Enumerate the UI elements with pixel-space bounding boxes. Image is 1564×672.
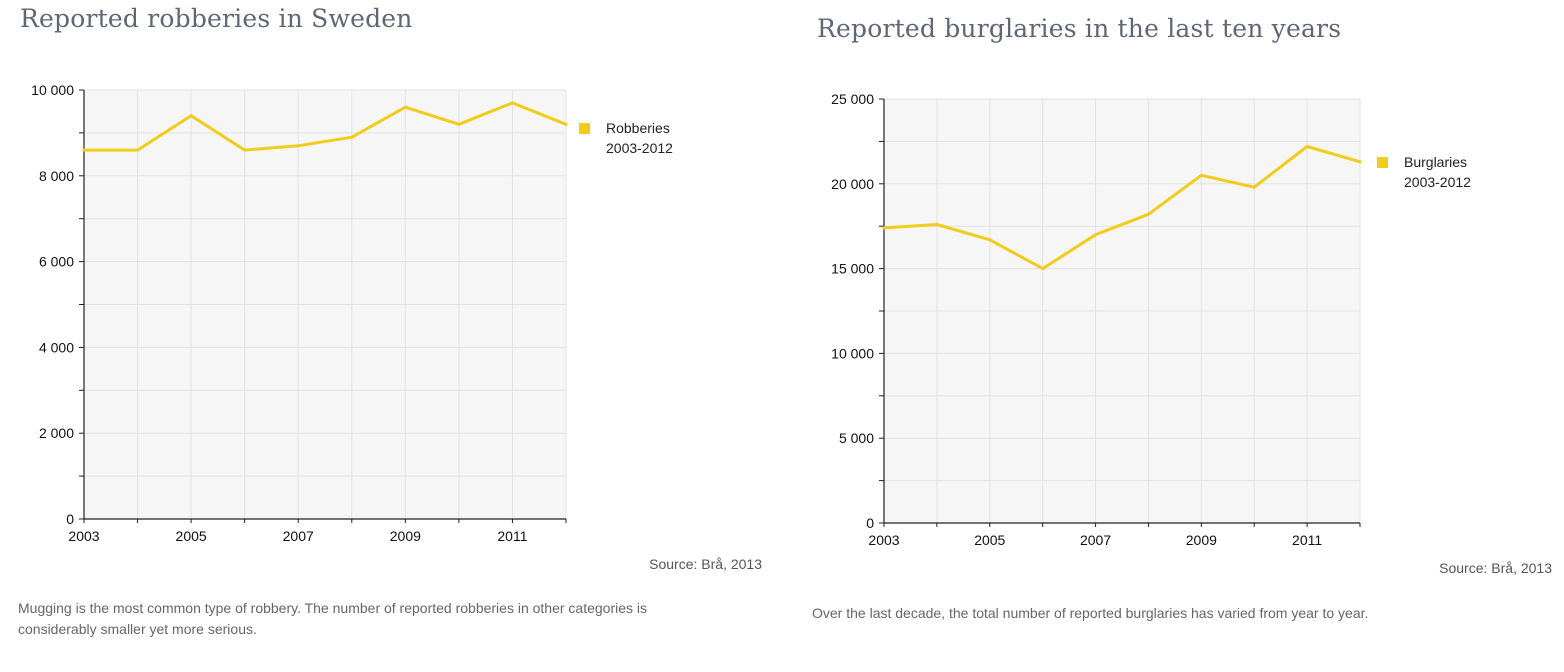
data-point [1041,267,1045,271]
x-tick-label: 2009 [1186,532,1217,548]
y-tick-label: 6 000 [39,254,74,270]
burglaries-panel: Reported burglaries in the last ten year… [790,0,1564,672]
x-tick-label: 2003 [68,528,99,544]
y-tick-label: 20 000 [831,176,874,192]
robberies-line-chart: 0 2 000 4 000 6 000 8 000 10 000 2003 2005 2007 2… [31,82,762,572]
legend-label: 2003-2012 [606,140,673,156]
y-tick-label: 0 [66,511,74,527]
data-point [1305,144,1309,148]
x-tick-label: 2007 [1080,532,1111,548]
y-tick-label: 0 [866,515,874,531]
chart-caption: Over the last decade, the total number o… [812,603,1368,624]
legend-label: 2003-2012 [1404,174,1471,190]
chart-title: Reported burglaries in the last ten year… [817,14,1342,43]
x-tick-label: 2011 [497,528,527,544]
data-point [189,114,193,118]
data-point [1358,160,1362,164]
y-tick-label: 10 000 [831,345,874,361]
data-point [1199,173,1203,177]
x-tick-label: 2007 [283,528,314,544]
data-point [1252,185,1256,189]
robberies-panel: Reported robberies in Sweden 0 2 000 4 000… [18,4,762,640]
series-line [882,145,1362,271]
legend-swatch [579,123,590,134]
caption-line: Over the last decade, the total number o… [812,605,1369,621]
x-tick-label: 2011 [1292,532,1322,548]
source-note: Source: Brå, 2013 [649,556,762,572]
y-tick-label: 5 000 [839,430,874,446]
burglaries-line-chart: 0 5 000 10 000 15 000 20 000 25 000 2003 2005 20… [831,91,1552,576]
data-point [988,238,992,242]
chart-caption: Mugging is the most common type of robbe… [18,598,647,640]
x-tick-label: 2009 [390,528,421,544]
series-line [82,101,568,152]
x-tick-label: 2003 [868,532,899,548]
y-tick-label: 4 000 [39,339,74,355]
y-tick-label: 8 000 [39,168,74,184]
source-note: Source: Brå, 2013 [1439,560,1552,576]
data-point [403,105,407,109]
data-point [882,226,886,230]
data-point [82,148,86,152]
data-point [935,223,939,227]
caption-line: Mugging is the most common type of robbe… [18,600,648,616]
caption-line: considerably smaller yet more serious. [18,621,257,637]
y-tick-label: 15 000 [831,261,874,277]
data-point [296,144,300,148]
data-point [1094,233,1098,237]
x-tick-label: 2005 [974,532,1005,548]
y-tick-label: 2 000 [39,425,74,441]
y-tick-label: 10 000 [31,82,74,98]
data-point [1146,212,1150,216]
data-point [136,148,140,152]
legend-label: Robberies [606,120,670,136]
data-point [457,122,461,126]
data-point [510,101,514,105]
data-point [243,148,247,152]
legend-label: Burglaries [1404,154,1467,170]
y-tick-label: 25 000 [831,91,874,107]
chart-title: Reported robberies in Sweden [20,4,413,33]
data-point [350,135,354,139]
legend-swatch [1377,157,1388,168]
x-tick-label: 2005 [176,528,207,544]
data-point [564,122,568,126]
